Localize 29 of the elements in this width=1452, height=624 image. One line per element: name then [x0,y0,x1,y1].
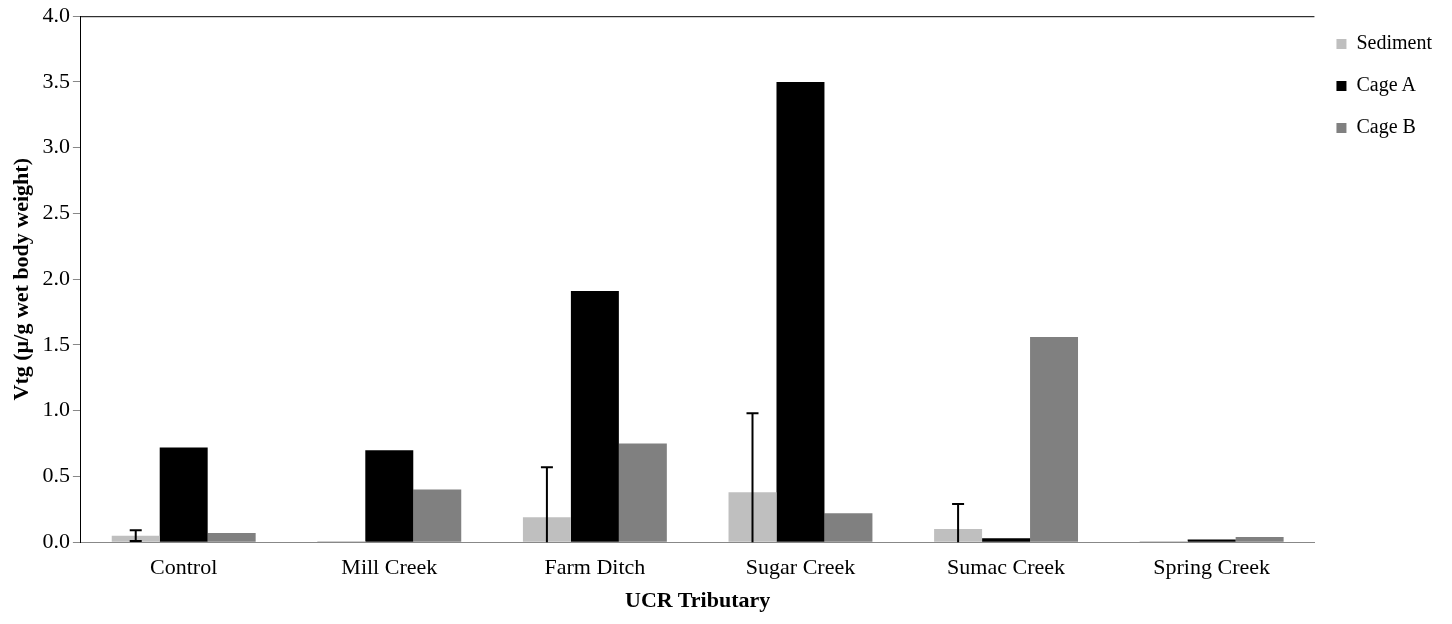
y-tick-label: 2.0 [42,264,70,290]
y-tick-label: 3.0 [42,133,70,159]
bar [1187,539,1236,542]
x-axis-title: UCR Tributary [625,587,771,613]
legend-label: Cage B [1356,115,1416,139]
x-tick-label: Sumac Creek [947,554,1066,580]
y-tick-label: 1.0 [42,396,70,422]
x-tick-label: Farm Ditch [544,554,646,580]
bar [934,529,983,542]
bar [982,538,1031,542]
x-tick-label: Sugar Creek [745,554,856,580]
x-tick-label: Mill Creek [341,554,438,580]
bar [728,492,777,542]
y-tick-label: 2.5 [42,199,70,225]
legend-label: Cage A [1356,73,1417,97]
legend-label: Sediment [1356,31,1433,54]
bar [365,450,414,542]
bar [522,517,571,542]
x-tick-label: Spring Creek [1153,554,1271,580]
y-axis-title: Vtg (µ/g wet body weight) [7,157,33,401]
bar [776,81,825,542]
x-tick-label: Control [150,554,218,580]
y-tick-label: 3.5 [42,67,70,93]
y-tick-label: 0.0 [42,527,70,553]
bar [570,291,619,542]
y-tick-label: 4.0 [42,1,70,27]
y-tick-label: 0.5 [42,462,70,488]
y-tick-label: 1.5 [42,330,70,356]
bar [159,447,208,542]
